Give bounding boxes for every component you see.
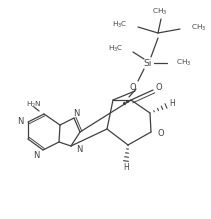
Text: H$_3$C: H$_3$C	[112, 20, 128, 30]
Text: O: O	[158, 129, 165, 138]
Text: N: N	[17, 118, 23, 127]
Text: O: O	[130, 83, 136, 92]
Text: H$_3$C: H$_3$C	[108, 44, 124, 54]
Text: Si: Si	[144, 58, 152, 67]
Text: CH$_3$: CH$_3$	[176, 58, 191, 68]
Text: CH$_3$: CH$_3$	[152, 7, 168, 17]
Text: CH$_3$: CH$_3$	[191, 23, 206, 33]
Text: N: N	[34, 150, 40, 159]
Text: O: O	[156, 83, 162, 92]
Text: H$_2$N: H$_2$N	[26, 100, 42, 110]
Text: H: H	[169, 99, 175, 108]
Text: N: N	[76, 145, 82, 154]
Text: N: N	[73, 108, 79, 118]
Text: H: H	[123, 164, 129, 173]
